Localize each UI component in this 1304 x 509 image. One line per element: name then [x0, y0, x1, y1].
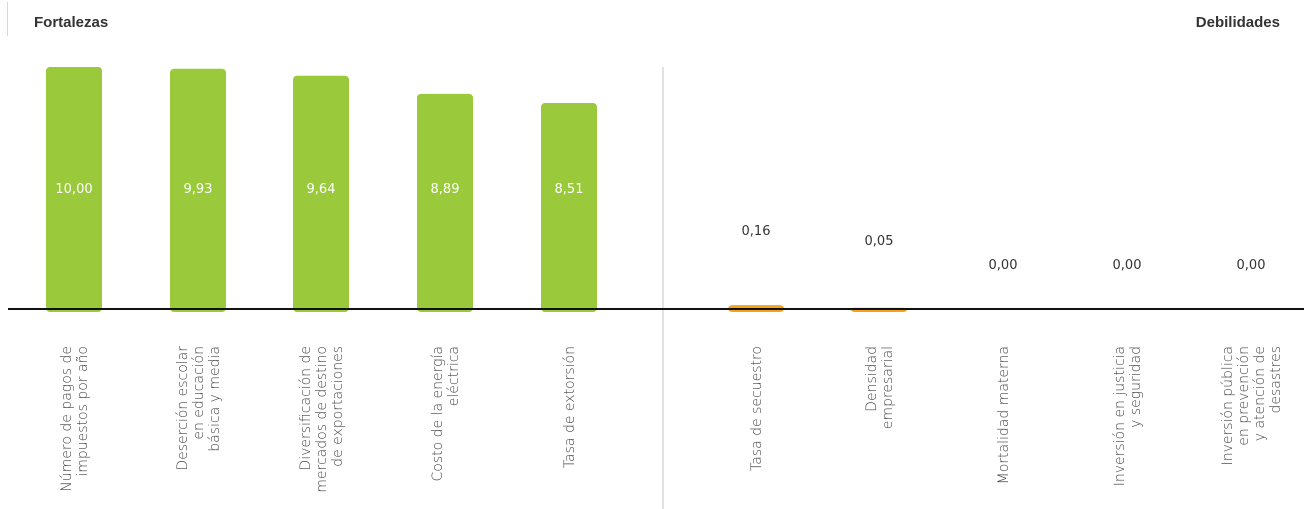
category-label-line: básica y media [207, 346, 223, 452]
category-label-line: Tasa de secuestro [749, 346, 765, 471]
category-label-line: Número de pagos de [59, 346, 75, 492]
data-label-1-2: 0,00 [989, 258, 1018, 273]
category-label-line: y seguridad [1128, 346, 1144, 428]
left-edge-mark [7, 2, 8, 36]
category-label-1-0: Tasa de secuestro [749, 346, 765, 471]
bar-0-3 [417, 93, 473, 312]
data-label-1-1: 0,05 [865, 234, 894, 249]
category-label-line: Costo de la energía [430, 346, 446, 482]
category-label-1-1: Densidad empresarial [864, 346, 896, 429]
category-label-1-4: Inversión pública en prevención y atención… [1220, 346, 1284, 465]
bar-0-2 [293, 75, 349, 312]
category-label-line: en educación [191, 346, 207, 440]
data-label-0-4: 8,51 [555, 182, 584, 197]
category-label-line: Densidad [864, 346, 880, 412]
bar-0-1 [170, 68, 226, 312]
category-label-0-0: Número de pagos de impuestos por año [59, 346, 91, 492]
category-label-line: Deserción escolar [175, 346, 191, 471]
data-label-0-3: 8,89 [431, 182, 460, 197]
category-label-line: impuestos por año [75, 346, 91, 477]
data-label-1-3: 0,00 [1113, 258, 1142, 273]
category-label-0-3: Costo de la energía eléctrica [430, 346, 462, 482]
category-label-line: mercados de destino [314, 346, 330, 493]
category-label-line: y atención de [1252, 346, 1268, 441]
weaknesses-header: Debilidades [1195, 14, 1280, 31]
category-label-0-4: Tasa de extorsión [562, 346, 578, 468]
category-label-1-2: Mortalidad materna [996, 346, 1012, 484]
category-label-line: Tasa de extorsión [562, 346, 578, 468]
category-label-line: de exportaciones [330, 346, 346, 467]
category-label-line: Mortalidad materna [996, 346, 1012, 484]
data-label-0-0: 10,00 [55, 182, 92, 197]
category-label-line: desastres [1268, 346, 1284, 414]
category-label-line: eléctrica [446, 346, 462, 406]
category-label-0-1: Deserción escolar en educación básica y me… [175, 346, 223, 471]
category-label-line: Inversión pública [1220, 346, 1236, 465]
bar-0-0 [46, 67, 102, 312]
category-label-line: Inversión en justicia [1112, 346, 1128, 486]
bar-0-4 [541, 103, 597, 312]
data-label-1-0: 0,16 [742, 224, 771, 239]
data-label-0-1: 9,93 [184, 182, 213, 197]
category-label-line: en prevención [1236, 346, 1252, 446]
strengths-header: Fortalezas [34, 14, 109, 31]
category-label-0-2: Diversificación de mercados de destino de … [298, 346, 346, 493]
data-label-1-4: 0,00 [1237, 258, 1266, 273]
category-label-1-3: Inversión en justicia y seguridad [1112, 346, 1144, 486]
category-label-line: Diversificación de [298, 346, 314, 471]
data-label-0-2: 9,64 [307, 182, 336, 197]
category-label-line: empresarial [880, 346, 896, 429]
